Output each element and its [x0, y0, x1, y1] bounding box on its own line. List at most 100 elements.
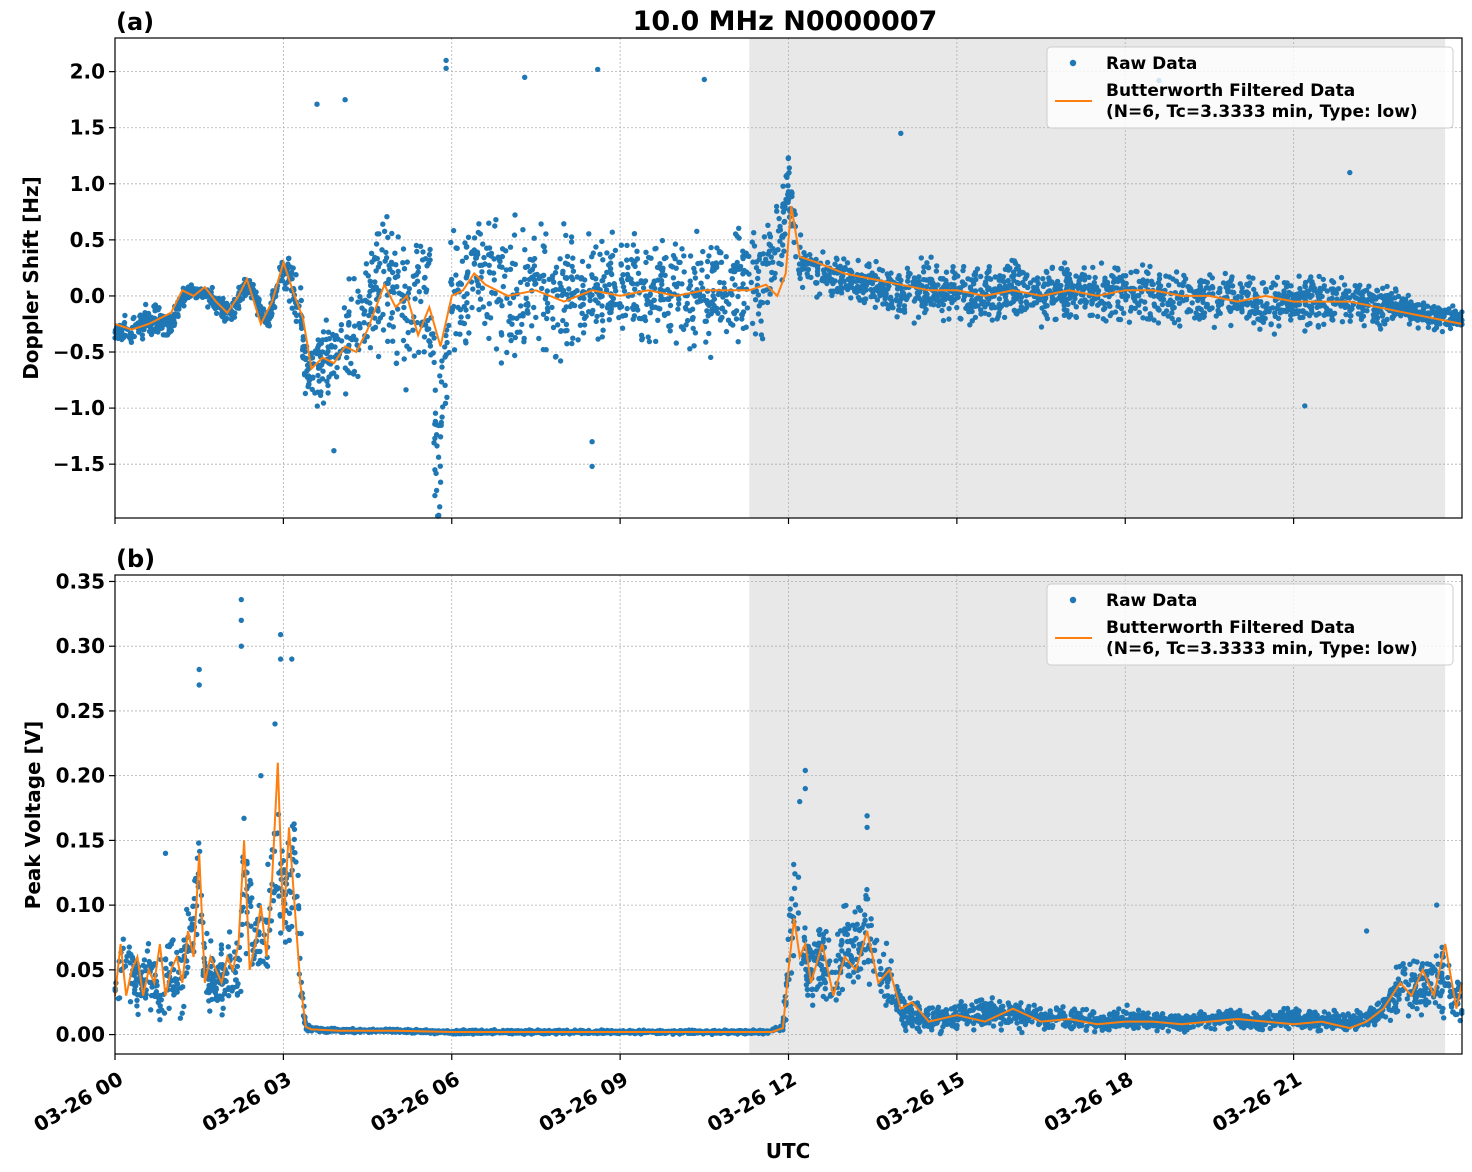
raw-data-point: [544, 288, 550, 294]
raw-data-point: [1302, 328, 1308, 334]
raw-data-point: [946, 305, 952, 312]
raw-data-point: [1012, 260, 1019, 266]
raw-data-point: [518, 303, 524, 309]
raw-data-point: [967, 322, 973, 328]
raw-data-outlier: [331, 448, 337, 454]
raw-data-point: [490, 270, 497, 276]
raw-data-point: [1229, 289, 1235, 295]
raw-data-point: [571, 289, 578, 296]
raw-data-point: [1061, 260, 1068, 266]
raw-data-point: [372, 254, 378, 261]
raw-data-point: [781, 248, 787, 254]
raw-data-point: [714, 245, 720, 251]
raw-data-point: [1155, 320, 1162, 326]
raw-data-point: [431, 359, 437, 366]
raw-data-point: [1090, 264, 1096, 271]
raw-data-point: [672, 256, 678, 262]
raw-data-outlier: [701, 76, 707, 83]
raw-data-point: [1007, 300, 1014, 307]
raw-data-point: [1208, 1025, 1214, 1032]
raw-data-point: [344, 367, 351, 374]
raw-data-point: [320, 337, 326, 343]
raw-data-point: [676, 301, 682, 307]
raw-data-point: [1136, 302, 1142, 308]
raw-data-point: [785, 199, 791, 205]
raw-data-point: [536, 335, 542, 342]
raw-data-point: [920, 269, 927, 275]
y-tick-label: −0.5: [53, 340, 105, 364]
raw-data-point: [120, 936, 127, 942]
raw-data-point: [852, 909, 858, 915]
raw-data-point: [278, 930, 284, 936]
raw-data-point: [814, 268, 821, 275]
raw-data-point: [954, 304, 960, 311]
raw-data-point: [560, 287, 567, 294]
raw-data-point: [388, 315, 394, 321]
raw-data-point: [449, 281, 455, 287]
raw-data-point: [303, 355, 309, 362]
raw-data-point: [704, 274, 710, 280]
raw-data-point: [1306, 303, 1312, 309]
raw-data-point: [730, 266, 737, 272]
raw-data-point: [1297, 295, 1303, 301]
raw-data-point: [843, 283, 849, 289]
raw-data-point: [709, 301, 716, 307]
raw-data-point: [1064, 266, 1070, 273]
raw-data-point: [1288, 317, 1294, 323]
raw-data-point: [657, 286, 664, 292]
raw-data-point: [381, 228, 388, 234]
raw-data-point: [718, 259, 725, 265]
raw-data-point: [1064, 296, 1070, 303]
raw-data-point: [589, 254, 595, 260]
raw-data-point: [439, 364, 445, 370]
raw-data-point: [579, 310, 585, 316]
raw-data-point: [1424, 303, 1431, 309]
raw-data-point: [630, 305, 636, 311]
raw-data-point: [538, 221, 544, 227]
raw-data-point: [1329, 316, 1335, 323]
raw-data-point: [1010, 269, 1017, 275]
raw-data-point: [760, 251, 767, 257]
raw-data-point: [289, 305, 295, 311]
raw-data-point: [874, 297, 881, 303]
raw-data-point: [1177, 323, 1183, 329]
raw-data-point: [469, 304, 475, 311]
raw-data-point: [1176, 300, 1183, 306]
raw-data-point: [253, 289, 259, 295]
raw-data-point: [1381, 318, 1387, 325]
raw-data-point: [1029, 1019, 1035, 1025]
raw-data-point: [885, 305, 891, 312]
raw-data-point: [684, 317, 691, 324]
raw-data-point: [1370, 295, 1377, 301]
raw-data-point: [1425, 324, 1432, 331]
raw-data-point: [734, 233, 740, 239]
raw-data-point: [708, 244, 714, 251]
raw-data-point: [645, 334, 651, 340]
raw-data-point: [1185, 283, 1191, 290]
raw-data-point: [1081, 272, 1088, 278]
raw-data-point: [392, 250, 398, 256]
raw-data-point: [560, 317, 566, 324]
raw-data-outlier: [589, 439, 595, 445]
raw-data-point: [612, 247, 619, 254]
raw-data-point: [1166, 282, 1172, 288]
raw-data-point: [1429, 306, 1435, 312]
raw-data-point: [348, 296, 354, 302]
raw-data-point: [996, 277, 1002, 283]
raw-data-point: [1115, 299, 1121, 305]
raw-data-point: [143, 301, 149, 308]
raw-data-point: [533, 314, 539, 321]
raw-data-point: [521, 276, 528, 282]
raw-data-point: [585, 263, 592, 269]
raw-data-point: [600, 277, 606, 284]
raw-data-point: [635, 307, 641, 313]
raw-data-point: [883, 288, 889, 295]
raw-data-point: [504, 349, 510, 356]
raw-data-point: [961, 263, 967, 270]
raw-data-point: [395, 234, 401, 240]
raw-data-point: [438, 379, 445, 385]
raw-data-point: [648, 255, 654, 261]
raw-data-point: [942, 282, 948, 288]
raw-data-point: [540, 346, 546, 353]
raw-data-point: [880, 301, 886, 307]
